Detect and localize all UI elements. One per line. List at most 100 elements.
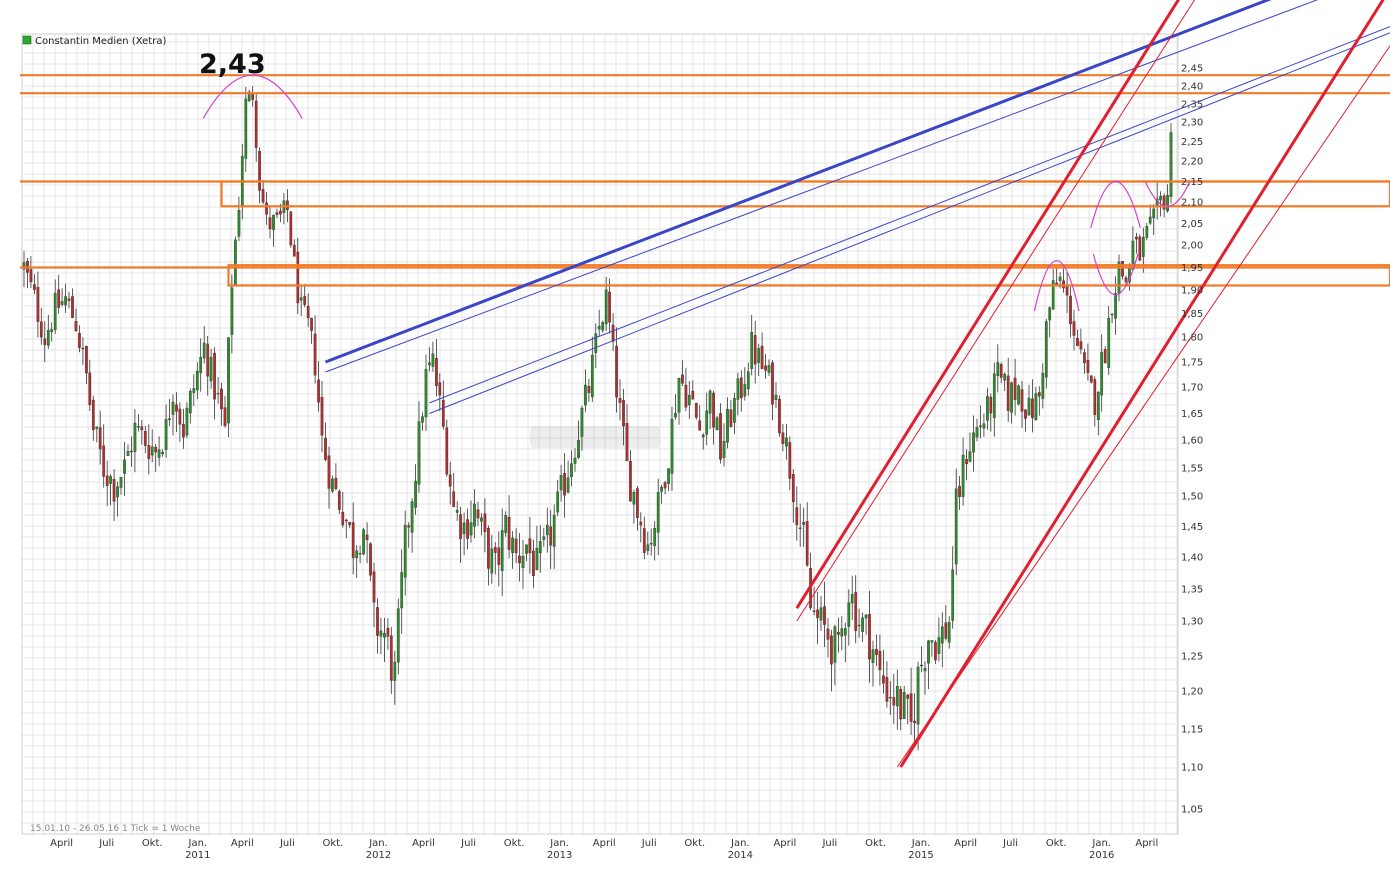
candle-body xyxy=(798,527,802,530)
candle-body xyxy=(1076,338,1079,346)
y-tick-label: 2,40 xyxy=(1181,82,1203,93)
y-axis: 1,05 1,10 1,15 1,20 1,25 1,30 1,35 1,40 1,45 1,50… xyxy=(1181,64,1203,816)
y-tick-label: 1,35 xyxy=(1181,585,1203,596)
candle-body xyxy=(497,547,501,565)
candle-body xyxy=(1093,379,1097,415)
candle-body xyxy=(871,649,875,663)
candle-body xyxy=(445,427,449,475)
candle-body xyxy=(1110,313,1114,316)
candle-body xyxy=(317,379,320,403)
candle-body xyxy=(130,450,133,453)
candle-body xyxy=(279,210,282,215)
candle-body xyxy=(227,337,230,424)
candle-body xyxy=(625,423,629,462)
candle-body xyxy=(39,321,43,338)
candle-body xyxy=(999,364,1003,378)
candle-body xyxy=(1083,352,1086,364)
x-tick-label: Juli xyxy=(460,838,476,849)
candle-body xyxy=(979,425,982,427)
blue-trendline xyxy=(429,26,1390,404)
candle-body xyxy=(538,541,542,554)
y-tick-label: 1,15 xyxy=(1181,725,1203,736)
candle-body xyxy=(996,362,1000,376)
candle-body xyxy=(1138,236,1142,261)
candle-body xyxy=(213,352,216,400)
candle-body xyxy=(1065,286,1069,296)
candle-body xyxy=(594,333,598,353)
candle-body xyxy=(580,407,584,437)
candle-body xyxy=(1166,195,1169,212)
candle-body xyxy=(1086,359,1090,373)
candle-body xyxy=(812,610,816,612)
candle-body xyxy=(909,693,913,722)
candle-body xyxy=(861,617,864,632)
candle-body xyxy=(206,343,210,377)
candle-body xyxy=(185,407,189,436)
candle-body xyxy=(1058,276,1062,281)
candle-body xyxy=(920,664,923,667)
candle-body xyxy=(795,507,799,525)
candle-body xyxy=(192,388,196,393)
candle-body xyxy=(473,503,476,527)
x-tick-label: Jan. xyxy=(730,838,750,849)
candle-body xyxy=(105,475,109,486)
candle-body xyxy=(199,357,203,374)
candle-body xyxy=(746,371,750,390)
y-tick-label: 1,85 xyxy=(1181,309,1203,320)
x-tick-year-label: 2011 xyxy=(185,850,210,861)
candle-body xyxy=(656,492,660,533)
candle-body xyxy=(975,427,979,438)
candle-body xyxy=(306,305,310,319)
y-tick-label: 2,45 xyxy=(1181,64,1203,75)
candle-body xyxy=(944,622,948,639)
candle-body xyxy=(1031,398,1034,418)
x-tick-label: Okt. xyxy=(504,838,525,849)
candle-body xyxy=(864,614,868,619)
x-tick-year-label: 2013 xyxy=(547,850,572,861)
y-tick-label: 2,15 xyxy=(1181,177,1203,188)
candle-body xyxy=(324,437,327,460)
candle-body xyxy=(1141,236,1145,257)
candle-body xyxy=(462,522,466,535)
candle-body xyxy=(500,530,504,571)
candle-body xyxy=(261,189,265,203)
candle-body xyxy=(487,527,490,569)
y-tick-label: 2,25 xyxy=(1181,137,1203,148)
candle-body xyxy=(331,478,334,492)
peak-arc xyxy=(1033,260,1080,312)
x-tick-year-label: 2015 xyxy=(908,850,933,861)
candle-body xyxy=(577,440,580,458)
candle-body xyxy=(244,98,248,159)
x-tick-label: April xyxy=(412,838,435,849)
candle-body xyxy=(726,408,729,443)
candle-body xyxy=(1006,375,1010,411)
y-tick-label: 2,35 xyxy=(1181,100,1203,111)
peak-arc xyxy=(1144,181,1191,207)
candle-body xyxy=(53,293,57,330)
candle-body xyxy=(559,475,563,491)
candle-body xyxy=(230,287,234,335)
candle-body xyxy=(521,556,525,569)
x-tick-label: Okt. xyxy=(142,838,163,849)
candle-body xyxy=(906,694,910,699)
candle-body xyxy=(719,413,722,460)
candle-body xyxy=(552,514,556,547)
candle-body xyxy=(1100,351,1104,396)
candle-body xyxy=(452,491,456,507)
candle-body xyxy=(313,333,317,376)
candle-body xyxy=(140,426,144,431)
y-tick-label: 2,00 xyxy=(1181,241,1203,252)
candle-body xyxy=(1010,382,1013,413)
candle-body xyxy=(157,449,161,458)
candle-body xyxy=(934,642,937,661)
candle-body xyxy=(514,538,518,554)
candle-body xyxy=(459,514,462,539)
candle-body xyxy=(1152,208,1156,219)
candle-body xyxy=(570,463,573,477)
legend: Constantin Medien (Xetra) xyxy=(22,35,166,47)
candle-body xyxy=(102,445,106,477)
candle-body xyxy=(435,358,438,386)
candle-body xyxy=(133,422,137,452)
